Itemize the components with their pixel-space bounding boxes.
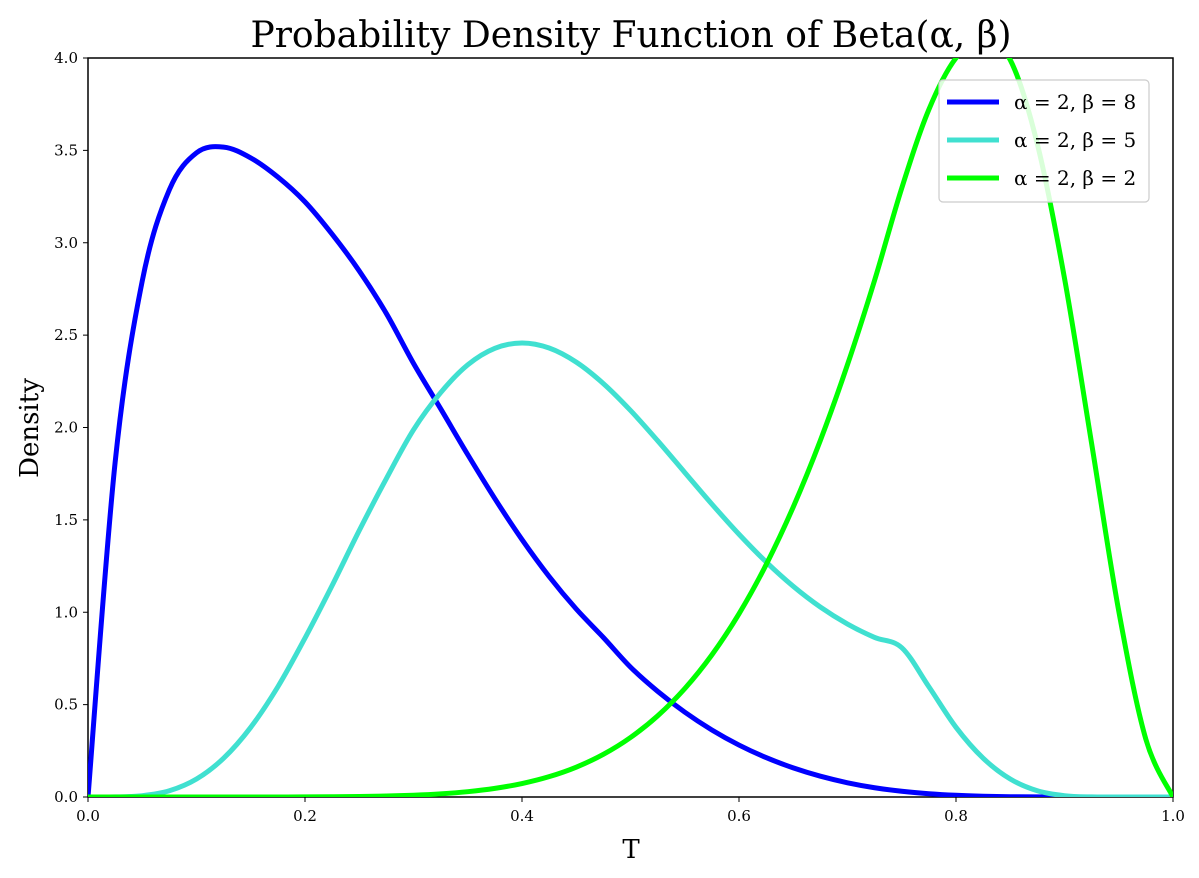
x-tick-label: 1.0: [1161, 807, 1185, 825]
x-tick-label: 0.6: [727, 807, 751, 825]
y-tick-label: 1.0: [54, 603, 78, 621]
y-tick-label: 3.0: [54, 234, 78, 252]
y-tick-label: 0.0: [54, 788, 78, 806]
x-tick-label: 0.0: [76, 807, 100, 825]
y-axis-title: Density: [15, 378, 45, 478]
y-tick-label: 4.0: [54, 49, 78, 67]
series-line-2: [88, 340, 1173, 797]
y-tick-label: 3.5: [54, 141, 78, 159]
y-tick-label: 0.5: [54, 696, 78, 714]
legend-box: [938, 79, 1150, 203]
y-axis-ticks: 0.0 0.5 1.0 1.5 2.0 2.5 3.0 3.5 4.0: [54, 49, 88, 806]
x-tick-label: 0.8: [944, 807, 968, 825]
y-tick-label: 2.5: [54, 326, 78, 344]
x-tick-label: 0.2: [293, 807, 317, 825]
x-axis-ticks: 0.0 0.2 0.4 0.6 0.8 1.0: [76, 797, 1185, 825]
legend-label-1: α = 2, β = 8: [1014, 90, 1136, 114]
legend: α = 2, β = 8 α = 2, β = 5 α = 2, β = 2: [938, 79, 1150, 203]
y-tick-label: 1.5: [54, 511, 78, 529]
series-line-1: [88, 144, 1173, 797]
x-tick-label: 0.4: [510, 807, 534, 825]
y-tick-label: 2.0: [54, 419, 78, 437]
legend-label-2: α = 2, β = 5: [1014, 128, 1136, 152]
x-axis-title: T: [622, 835, 640, 865]
chart-title: Probability Density Function of Beta(α, …: [250, 15, 1011, 56]
legend-label-3: α = 2, β = 2: [1014, 166, 1136, 190]
